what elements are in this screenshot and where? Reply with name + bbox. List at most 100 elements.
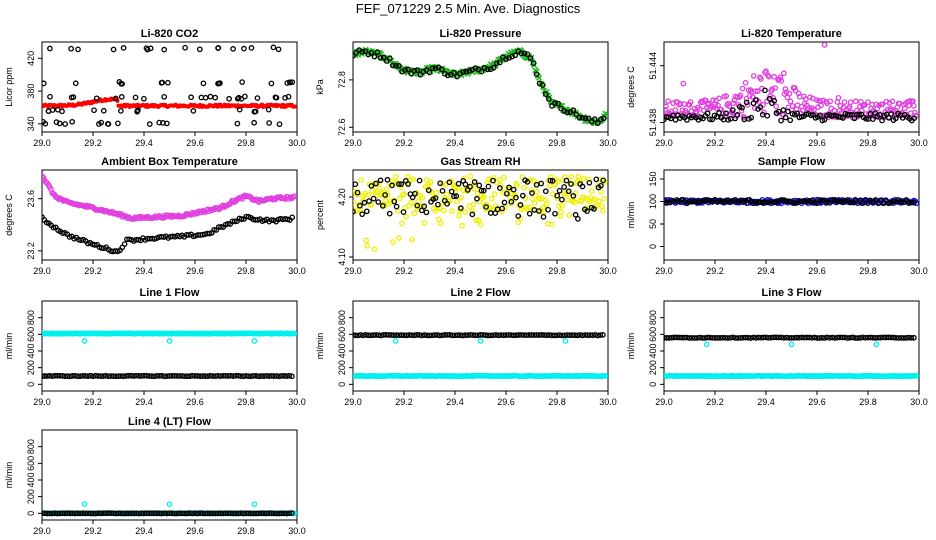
data-point <box>600 177 607 184</box>
data-point <box>811 334 818 341</box>
data-point <box>602 110 608 117</box>
plot-frame <box>41 41 298 133</box>
data-point <box>82 373 89 379</box>
data-point <box>533 71 540 78</box>
data-point <box>524 179 531 185</box>
data-point <box>911 334 917 341</box>
data-point <box>801 334 808 341</box>
data-point <box>110 46 117 53</box>
x-tick-label: 30.0 <box>288 397 306 407</box>
data-point <box>460 69 467 75</box>
data-point <box>556 332 563 338</box>
x-tick-label: 29.6 <box>808 397 826 407</box>
y-tick-label: 0 <box>337 382 347 387</box>
data-point <box>580 175 587 182</box>
data-point <box>395 208 401 215</box>
data-point <box>365 332 372 339</box>
panel-title-co2: Li-820 CO2 <box>141 28 198 40</box>
data-point <box>70 94 77 100</box>
data-point <box>474 195 480 202</box>
data-point <box>225 373 231 379</box>
y-axis-label-ambient: degrees C <box>4 194 14 236</box>
data-point <box>115 510 122 517</box>
data-point <box>466 68 473 74</box>
data-point <box>138 373 145 379</box>
data-point <box>248 373 254 380</box>
data-point <box>684 334 690 341</box>
data-point <box>270 44 277 51</box>
data-point <box>676 334 683 341</box>
data-point <box>136 373 142 379</box>
data-point <box>59 373 66 379</box>
x-tick-label: 29.6 <box>808 266 826 276</box>
data-point <box>865 334 871 341</box>
data-point <box>217 80 223 86</box>
data-point <box>373 332 379 338</box>
data-point <box>284 80 291 86</box>
data-point <box>54 510 61 517</box>
y-tick-label: 4.20 <box>337 188 347 206</box>
data-point <box>182 44 188 51</box>
y-axis-label-line4: ml/min <box>4 462 14 489</box>
data-point <box>431 332 438 338</box>
data-point <box>596 176 603 183</box>
data-point <box>568 181 574 187</box>
plot-frame <box>352 300 609 392</box>
y-axis-label-pressure: kPa <box>315 79 325 95</box>
data-point <box>414 67 421 73</box>
data-point <box>42 173 45 180</box>
data-point <box>238 216 245 222</box>
data-point <box>402 67 408 73</box>
x-tick-label: 29.2 <box>706 397 724 407</box>
y-tick-label: 600 <box>337 327 347 342</box>
x-tick-label: 29.8 <box>548 397 566 407</box>
data-point <box>814 335 820 341</box>
data-point <box>768 198 774 205</box>
data-point <box>503 56 509 63</box>
data-point <box>87 372 94 379</box>
data-point <box>745 334 752 341</box>
data-point <box>722 334 729 341</box>
data-point <box>485 183 492 190</box>
panel-co2: Li-820 CO2 29.0 29.2 29.4 29.6 29.8 30.0 340 380… <box>4 28 306 148</box>
data-point <box>700 107 707 114</box>
data-point <box>554 332 560 339</box>
data-point <box>161 373 168 380</box>
data-point <box>222 510 229 517</box>
data-point <box>549 103 555 109</box>
data-point <box>409 236 416 243</box>
data-point <box>359 211 366 218</box>
data-point <box>46 510 53 517</box>
x-tick-label: 29.6 <box>808 138 826 148</box>
data-point <box>913 372 919 379</box>
data-point <box>531 332 537 338</box>
data-point <box>227 510 234 517</box>
data-point <box>799 107 806 114</box>
data-point <box>729 109 736 116</box>
data-point <box>816 197 823 203</box>
data-point <box>766 95 773 102</box>
data-point <box>230 46 236 52</box>
data-point <box>754 88 761 94</box>
x-tick-label: 29.0 <box>33 138 51 148</box>
data-point <box>278 372 285 379</box>
data-point <box>771 97 778 104</box>
data-point <box>576 114 583 121</box>
data-point <box>207 510 214 517</box>
data-point <box>226 95 232 102</box>
data-point <box>238 373 244 380</box>
data-point <box>176 373 183 379</box>
data-point <box>108 373 114 379</box>
data-point <box>250 373 257 379</box>
x-tick-label: 30.0 <box>910 138 928 148</box>
y-tick-label: 23.2 <box>26 242 36 260</box>
data-point <box>485 332 491 339</box>
data-point <box>159 79 166 86</box>
data-point <box>50 224 57 231</box>
data-point <box>517 202 524 208</box>
data-point <box>419 194 426 201</box>
data-point <box>118 510 124 517</box>
data-point <box>85 510 91 517</box>
data-point <box>872 335 879 341</box>
y-tick-label: 380 <box>26 84 36 99</box>
